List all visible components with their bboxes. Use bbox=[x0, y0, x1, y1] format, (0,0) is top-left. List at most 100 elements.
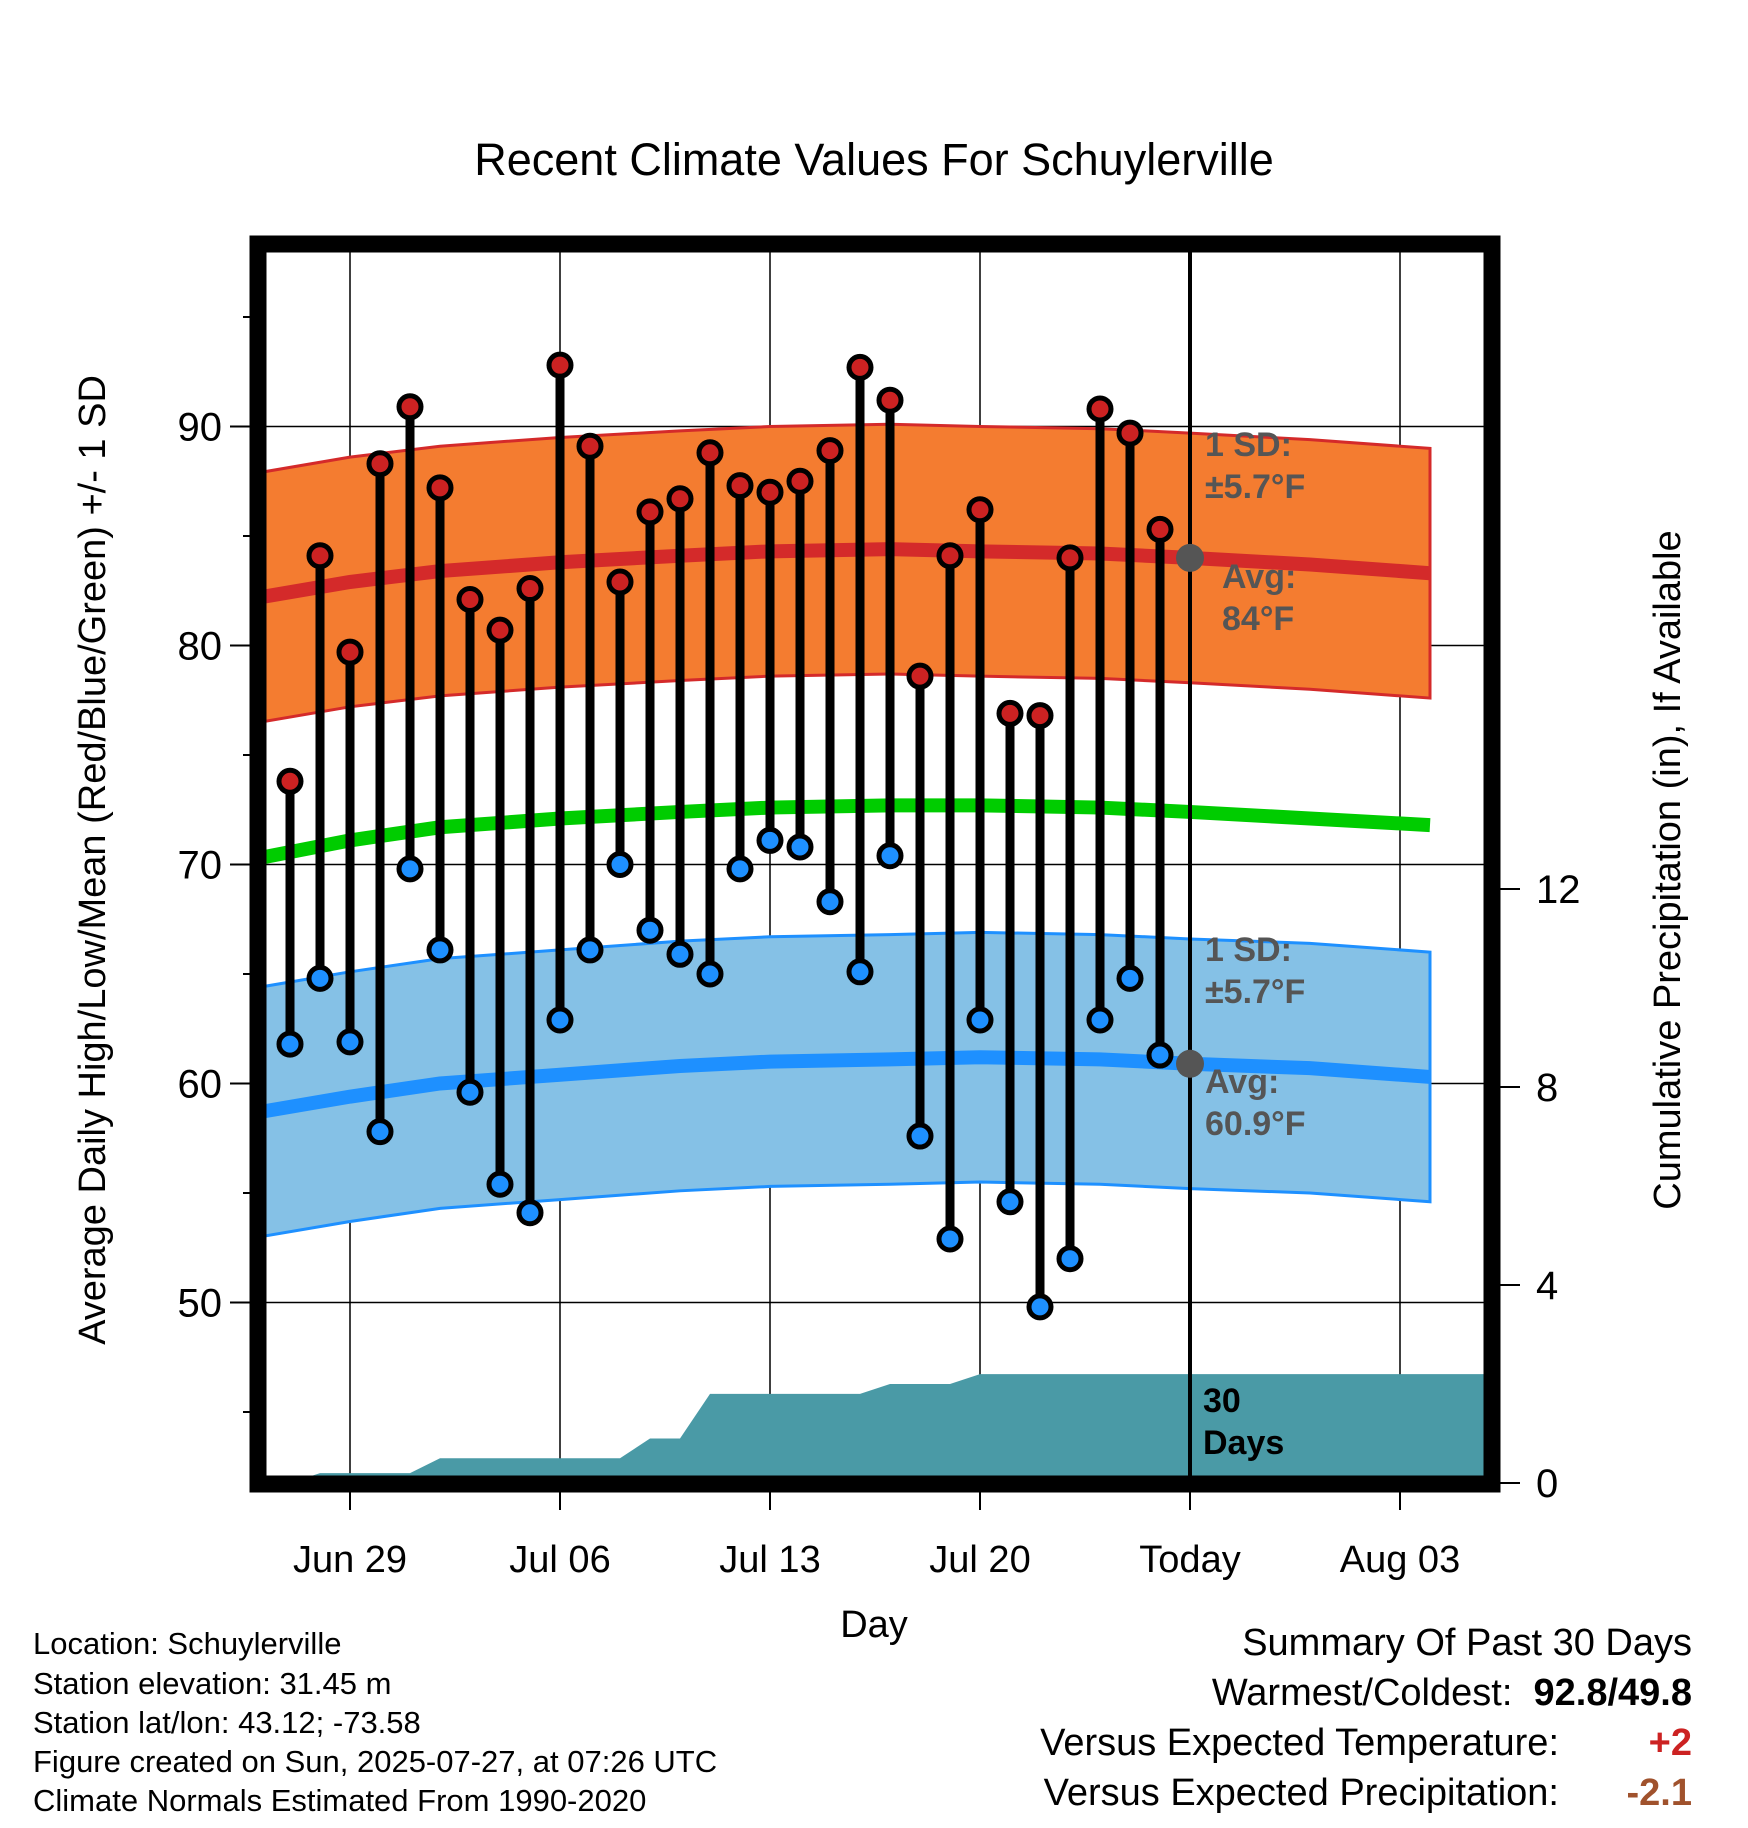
precip-area bbox=[290, 1374, 1486, 1483]
daily-high-point bbox=[846, 353, 874, 381]
precip-days-label: Days bbox=[1203, 1424, 1284, 1462]
daily-high-point bbox=[936, 542, 964, 570]
daily-low-point bbox=[486, 1170, 514, 1198]
y-tick-label: 60 bbox=[178, 1063, 223, 1107]
daily-high-point bbox=[456, 586, 484, 614]
daily-low-point bbox=[816, 888, 844, 916]
daily-high-point bbox=[306, 542, 334, 570]
summary-precip-label: Versus Expected Precipitation: bbox=[1043, 1772, 1559, 1814]
plot-content bbox=[264, 244, 1486, 1484]
daily-high-point bbox=[816, 437, 844, 465]
daily-high-point bbox=[996, 699, 1024, 727]
daily-low-point bbox=[426, 936, 454, 964]
daily-low-point bbox=[306, 964, 334, 992]
daily-high-point bbox=[786, 467, 814, 495]
x-tick-label: Jul 13 bbox=[719, 1539, 820, 1581]
high-avg-value: 84°F bbox=[1222, 600, 1294, 638]
daily-low-point bbox=[1116, 964, 1144, 992]
daily-high-point bbox=[696, 439, 724, 467]
daily-high-point bbox=[1056, 544, 1084, 572]
daily-high-point bbox=[396, 393, 424, 421]
summary-temp-label: Versus Expected Temperature: bbox=[1040, 1722, 1559, 1764]
daily-high-point bbox=[336, 638, 364, 666]
daily-high-point bbox=[486, 616, 514, 644]
daily-low-point bbox=[936, 1225, 964, 1253]
daily-low-point bbox=[546, 1006, 574, 1034]
daily-low-point bbox=[516, 1199, 544, 1227]
daily-low-point bbox=[1026, 1293, 1054, 1321]
daily-high-point bbox=[276, 767, 304, 795]
y2-tick-label: 4 bbox=[1536, 1264, 1558, 1308]
daily-low-point bbox=[666, 940, 694, 968]
daily-low-point bbox=[1056, 1245, 1084, 1273]
daily-high-point bbox=[756, 478, 784, 506]
daily-low-point bbox=[846, 958, 874, 986]
x-tick-label: Jul 06 bbox=[509, 1539, 610, 1581]
y2-tick-label: 12 bbox=[1536, 868, 1581, 912]
daily-low-point bbox=[576, 936, 604, 964]
y2-tick-label: 0 bbox=[1536, 1462, 1558, 1506]
summary-warm-cold: Warmest/Coldest: 92.8/49.8 bbox=[1212, 1672, 1692, 1715]
daily-low-point bbox=[756, 826, 784, 854]
high-sd-label: 1 SD: bbox=[1205, 426, 1292, 464]
y-tick-label: 80 bbox=[178, 625, 223, 669]
today-high-normal-marker bbox=[1176, 543, 1204, 572]
summary-precip-value: -2.1 bbox=[1626, 1772, 1692, 1814]
daily-low-point bbox=[1086, 1006, 1114, 1034]
plot-frame bbox=[249, 235, 1501, 1493]
daily-high-point bbox=[546, 351, 574, 379]
daily-low-point bbox=[366, 1118, 394, 1146]
daily-low-point bbox=[456, 1078, 484, 1106]
daily-low-point bbox=[726, 855, 754, 883]
daily-high-point bbox=[606, 568, 634, 596]
y2-tick-label: 8 bbox=[1536, 1066, 1558, 1110]
x-axis-label: Day bbox=[840, 1604, 908, 1646]
daily-low-point bbox=[966, 1006, 994, 1034]
x-tick-label: Today bbox=[1139, 1539, 1240, 1581]
precip-days-number: 30 bbox=[1203, 1382, 1241, 1420]
daily-high-point bbox=[636, 498, 664, 526]
x-tick-label: Aug 03 bbox=[1340, 1539, 1460, 1581]
summary-warm-cold-value: 92.8/49.8 bbox=[1533, 1672, 1692, 1714]
daily-high-point bbox=[966, 496, 994, 524]
today-low-normal-marker bbox=[1176, 1049, 1204, 1078]
daily-low-point bbox=[906, 1122, 934, 1150]
footer-location: Location: Schuylerville bbox=[33, 1626, 342, 1661]
daily-low-point bbox=[786, 833, 814, 861]
daily-high-point bbox=[1026, 702, 1054, 730]
daily-high-point bbox=[666, 485, 694, 513]
high-sd-value: ±5.7°F bbox=[1205, 468, 1305, 506]
plot-area: 1 SD: ±5.7°F Avg: 84°F 1 SD: ±5.7°F Avg: 60.9°F… bbox=[178, 235, 1581, 1581]
daily-high-point bbox=[876, 386, 904, 414]
x-tick-label: Jun 29 bbox=[293, 1539, 407, 1581]
daily-low-point bbox=[606, 851, 634, 878]
daily-low-point bbox=[636, 916, 664, 944]
daily-high-point bbox=[426, 474, 454, 502]
y2-axis-label: Cumulative Precipitation (in), If Availa… bbox=[1647, 530, 1689, 1209]
y-axis-label: Average Daily High/Low/Mean (Red/Blue/Gr… bbox=[72, 375, 114, 1345]
daily-high-point bbox=[1146, 515, 1174, 543]
summary-temp-value: +2 bbox=[1648, 1722, 1692, 1764]
low-avg-label: Avg: bbox=[1205, 1063, 1279, 1101]
x-tick-label: Jul 20 bbox=[929, 1539, 1030, 1581]
y-tick-label: 70 bbox=[178, 844, 223, 888]
normal-low-line bbox=[264, 1050, 1431, 1119]
footer-latlon: Station lat/lon: 43.12; -73.58 bbox=[33, 1705, 421, 1740]
daily-high-point bbox=[366, 450, 394, 478]
footer-created: Figure created on Sun, 2025-07-27, at 07… bbox=[33, 1744, 718, 1779]
daily-high-point bbox=[906, 662, 934, 690]
low-avg-value: 60.9°F bbox=[1205, 1105, 1306, 1143]
y-tick-label: 90 bbox=[178, 406, 223, 450]
daily-low-point bbox=[696, 960, 724, 988]
daily-low-point bbox=[276, 1030, 304, 1058]
daily-low-point bbox=[336, 1028, 364, 1056]
chart-title: Recent Climate Values For Schuylerville bbox=[474, 134, 1273, 185]
daily-low-point bbox=[396, 855, 424, 883]
daily-high-point bbox=[726, 472, 754, 500]
footer-elevation: Station elevation: 31.45 m bbox=[33, 1666, 392, 1701]
daily-high-point bbox=[1086, 395, 1114, 423]
daily-low-point bbox=[1146, 1041, 1174, 1069]
daily-high-point bbox=[1116, 419, 1144, 447]
footer-normals: Climate Normals Estimated From 1990-2020 bbox=[33, 1783, 647, 1818]
